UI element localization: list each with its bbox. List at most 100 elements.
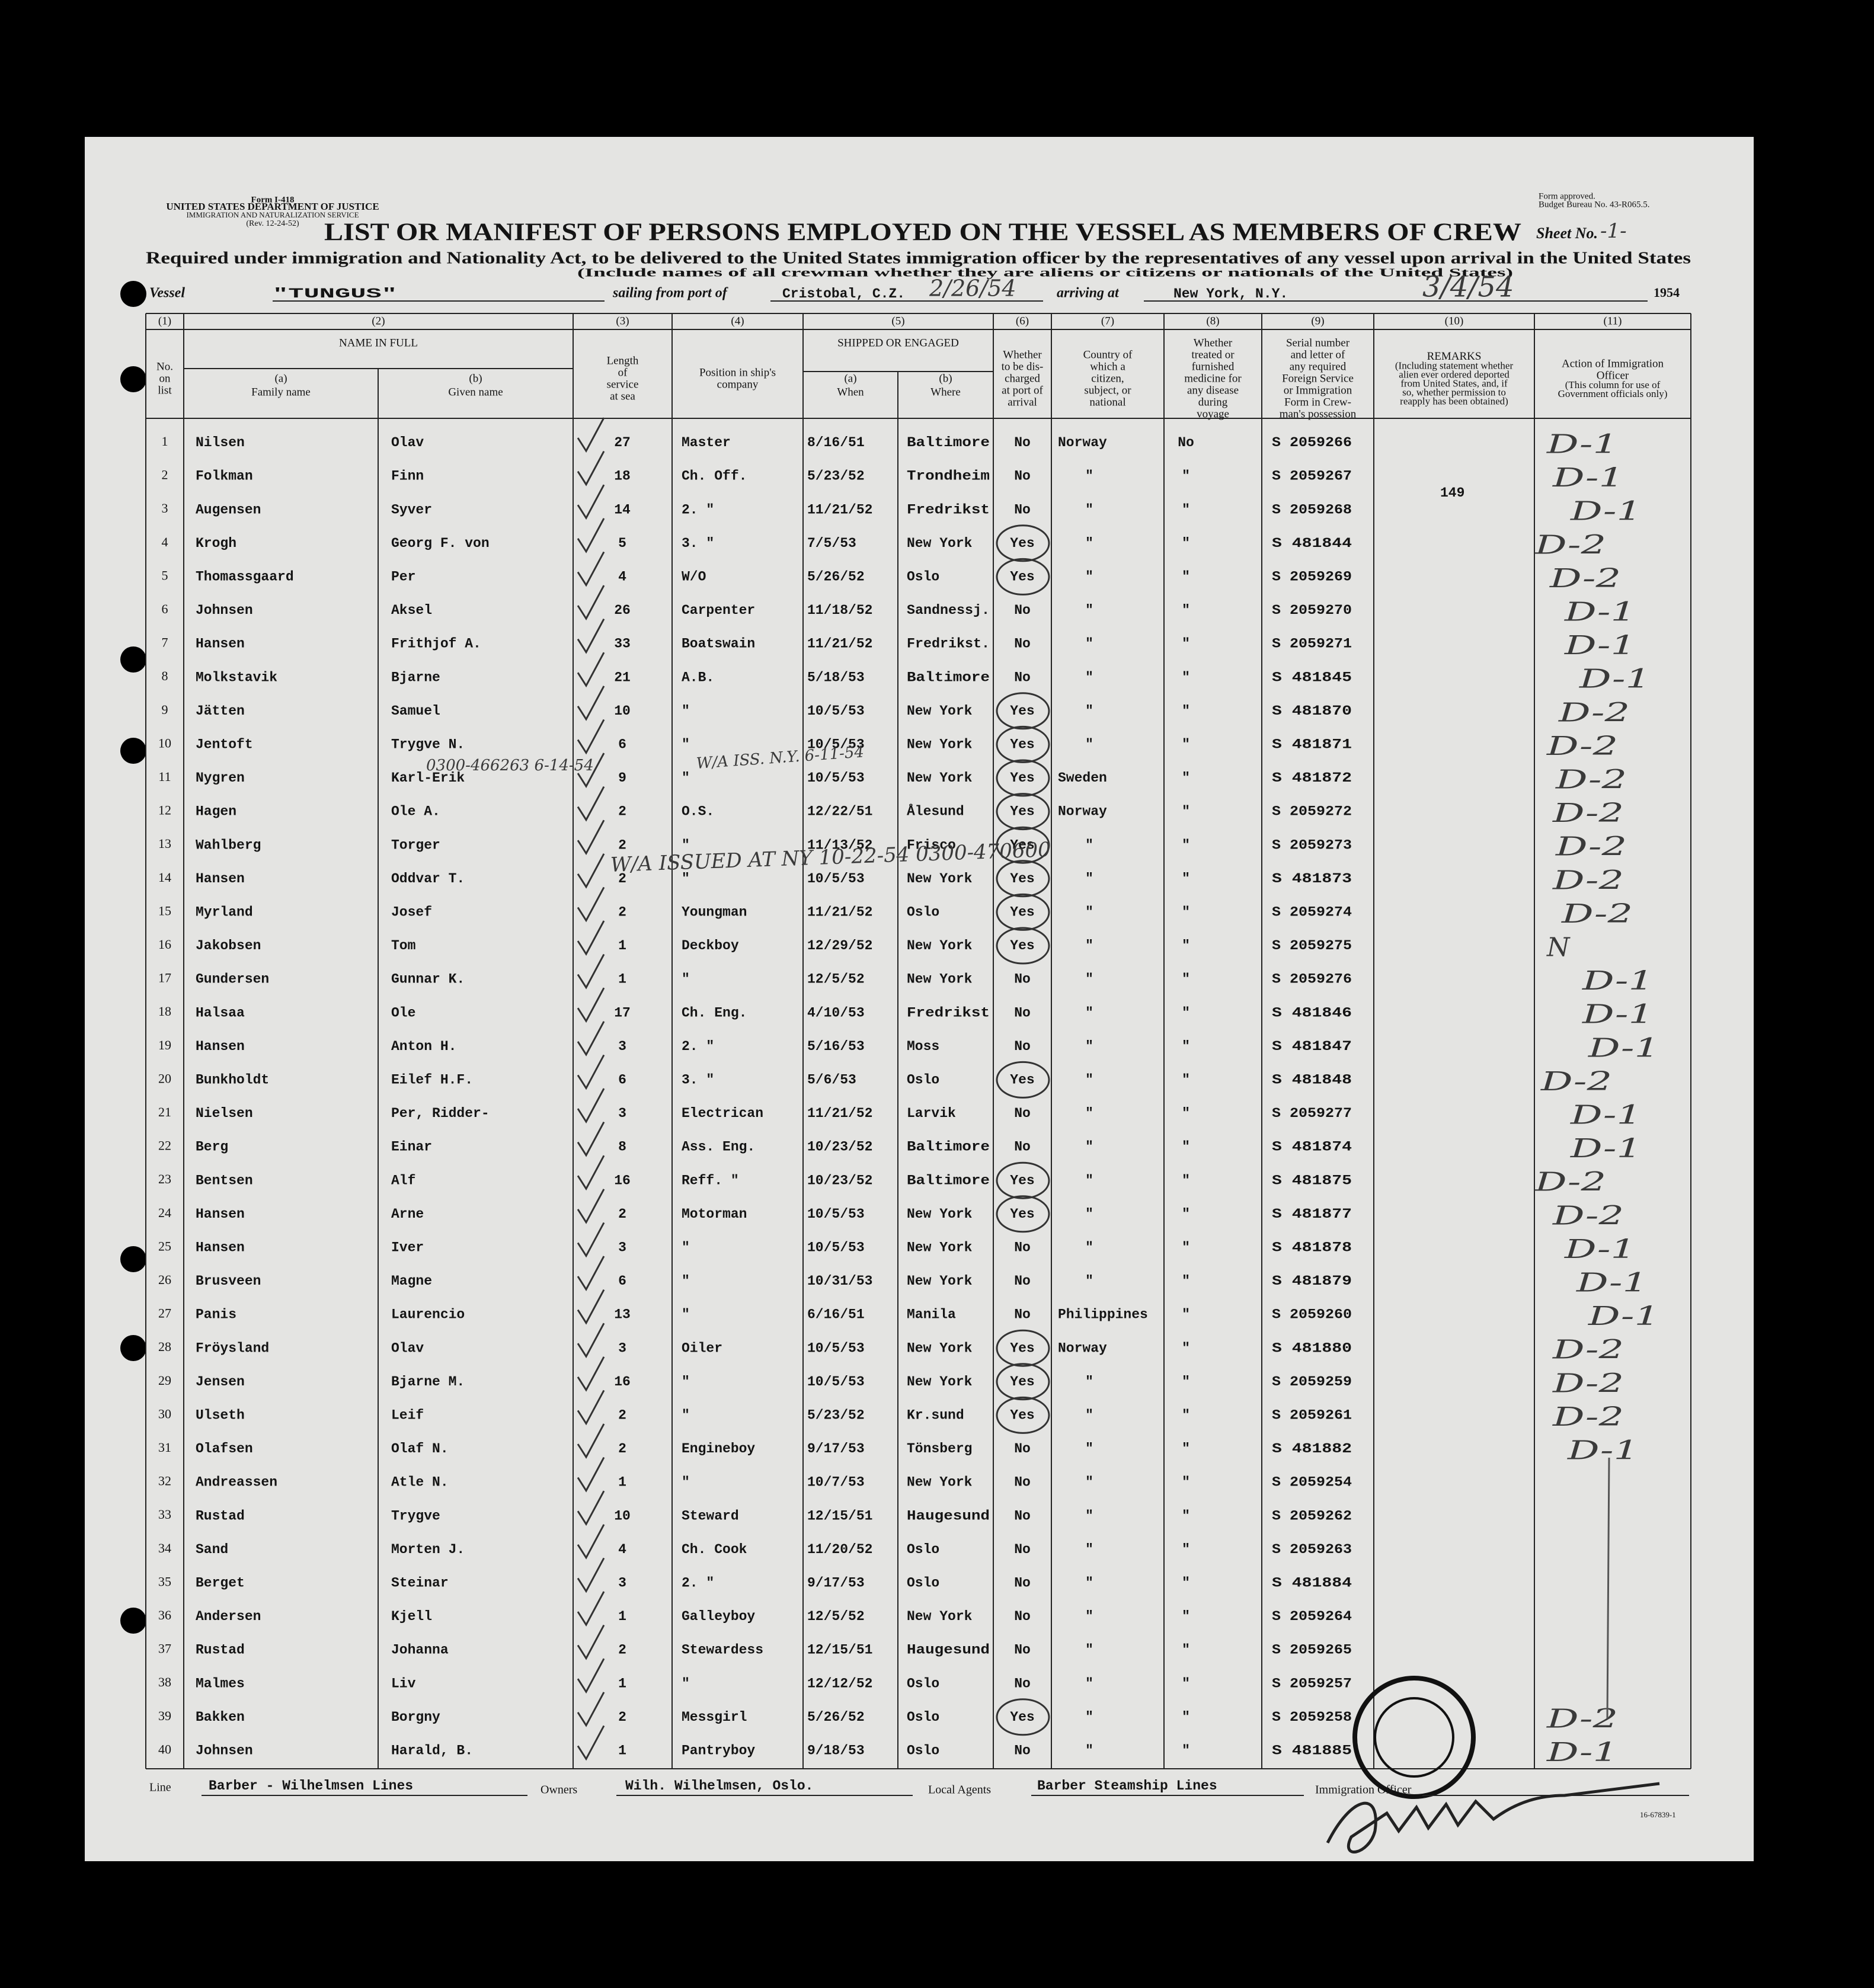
serial-number: S 481871 — [1272, 737, 1352, 752]
position: Ch. Off. — [682, 469, 747, 484]
row-number: 29 — [158, 1373, 171, 1388]
discharge: Yes — [1010, 703, 1034, 719]
shipped-where: Oslo — [907, 569, 939, 584]
column-label: and letter of — [1291, 348, 1345, 361]
length-of-service: 1 — [618, 1676, 626, 1691]
country: " — [1085, 1039, 1093, 1054]
shipped-where: New York — [907, 871, 973, 886]
column-label: charged — [1005, 372, 1040, 385]
length-of-service: 16 — [614, 1173, 631, 1188]
serial-number: S 481882 — [1272, 1441, 1352, 1456]
discharge: Yes — [1010, 1374, 1034, 1390]
row-number: 10 — [158, 735, 171, 750]
country: Norway — [1058, 435, 1107, 450]
treated: " — [1182, 670, 1190, 685]
shipped-when: 10/5/53 — [807, 1240, 865, 1255]
treated: " — [1182, 1743, 1190, 1758]
given-name: Per, Ridder- — [391, 1106, 490, 1121]
shipped-when: 10/7/53 — [807, 1475, 865, 1490]
country: " — [1085, 904, 1093, 920]
given-name: Syver — [391, 502, 432, 517]
discharge: No — [1014, 1475, 1031, 1490]
position: A.B. — [682, 670, 714, 685]
shipped-when: 10/5/53 — [807, 703, 865, 719]
row-number: 22 — [158, 1138, 171, 1153]
length-of-service: 6 — [618, 1273, 626, 1289]
discharge: Yes — [1010, 837, 1034, 853]
shipped-where: Kr.sund — [907, 1407, 964, 1423]
check-mark — [577, 551, 605, 587]
position: " — [682, 871, 690, 886]
length-of-service: 2 — [618, 871, 626, 886]
budget: Budget Bureau No. 43-R065.5. — [1539, 200, 1649, 209]
sub-column-label: Family name — [251, 386, 311, 398]
family-name: Ulseth — [196, 1407, 245, 1423]
serial-number: S 2059257 — [1272, 1676, 1352, 1691]
family-name: Sand — [196, 1542, 228, 1557]
country: " — [1085, 1273, 1093, 1289]
given-name: Aksel — [391, 603, 432, 618]
given-name: Tom — [391, 938, 415, 953]
family-name: Johnsen — [196, 603, 253, 618]
shipped-when: 5/26/52 — [807, 1710, 865, 1725]
given-name: Ole — [391, 1005, 415, 1020]
row-number: 5 — [162, 568, 168, 582]
serial-number: S 2059272 — [1272, 804, 1352, 819]
length-of-service: 17 — [614, 1005, 631, 1020]
country: " — [1085, 569, 1093, 584]
column-label: service — [607, 378, 639, 390]
sub-column-label: Given name — [448, 386, 503, 398]
length-of-service: 2 — [618, 837, 626, 853]
family-name: Jakobsen — [196, 938, 261, 953]
check-mark — [577, 585, 605, 620]
row-number: 23 — [158, 1171, 171, 1186]
treated: " — [1182, 1206, 1190, 1222]
position: 3. " — [682, 1072, 714, 1087]
family-name: Hansen — [196, 871, 245, 886]
officer-action: D-2 — [1546, 731, 1618, 761]
officer-action: D-1 — [1546, 430, 1618, 460]
serial-number: S 481845 — [1272, 670, 1352, 685]
check-mark — [577, 853, 605, 889]
officer-action: D-2 — [1555, 765, 1627, 795]
discharge-circle — [996, 826, 1050, 864]
check-mark — [577, 652, 605, 688]
position: 3. " — [682, 536, 714, 551]
form-number-footer: 16-67839-1 — [1640, 1810, 1676, 1819]
position: Boatswain — [682, 636, 755, 652]
officer-label: Immigration Officer — [1315, 1784, 1412, 1797]
position: Master — [682, 435, 731, 450]
family-name: Hansen — [196, 636, 245, 652]
country: " — [1085, 837, 1093, 853]
discharge: Yes — [1010, 904, 1034, 920]
given-name: Alf — [391, 1173, 415, 1188]
shipped-where: Sandnessj. — [907, 603, 990, 618]
row-number: 19 — [158, 1038, 171, 1052]
given-name: Gunnar K. — [391, 972, 465, 987]
country: " — [1085, 1508, 1093, 1523]
year: 1954 — [1654, 285, 1680, 300]
family-name: Bakken — [196, 1710, 245, 1725]
officer-action: D-1 — [1581, 966, 1654, 996]
length-of-service: 4 — [618, 569, 626, 584]
treated: " — [1182, 737, 1190, 752]
discharge: No — [1014, 1643, 1031, 1658]
check-mark — [577, 886, 605, 923]
treated: " — [1182, 603, 1190, 618]
column-note: (This column for use of — [1565, 379, 1661, 390]
column-number: (4) — [731, 315, 744, 327]
treated: " — [1182, 770, 1190, 786]
given-name: Trygve — [391, 1508, 440, 1523]
handwritten-annotation: 149 — [1440, 485, 1464, 501]
position: " — [682, 1374, 690, 1390]
serial-number: S 481844 — [1272, 536, 1352, 551]
shipped-when: 10/23/52 — [807, 1173, 872, 1188]
length-of-service: 9 — [618, 770, 626, 786]
officer-action: D-2 — [1534, 1167, 1606, 1198]
officer-action: D-1 — [1587, 1301, 1659, 1331]
shipped-when: 12/15/51 — [807, 1508, 872, 1523]
discharge: No — [1014, 1743, 1031, 1758]
handwritten-annotation: 0300-466263 6-14-54 — [426, 757, 594, 774]
shipped-when: 11/21/52 — [807, 1106, 872, 1121]
country: " — [1085, 469, 1093, 484]
